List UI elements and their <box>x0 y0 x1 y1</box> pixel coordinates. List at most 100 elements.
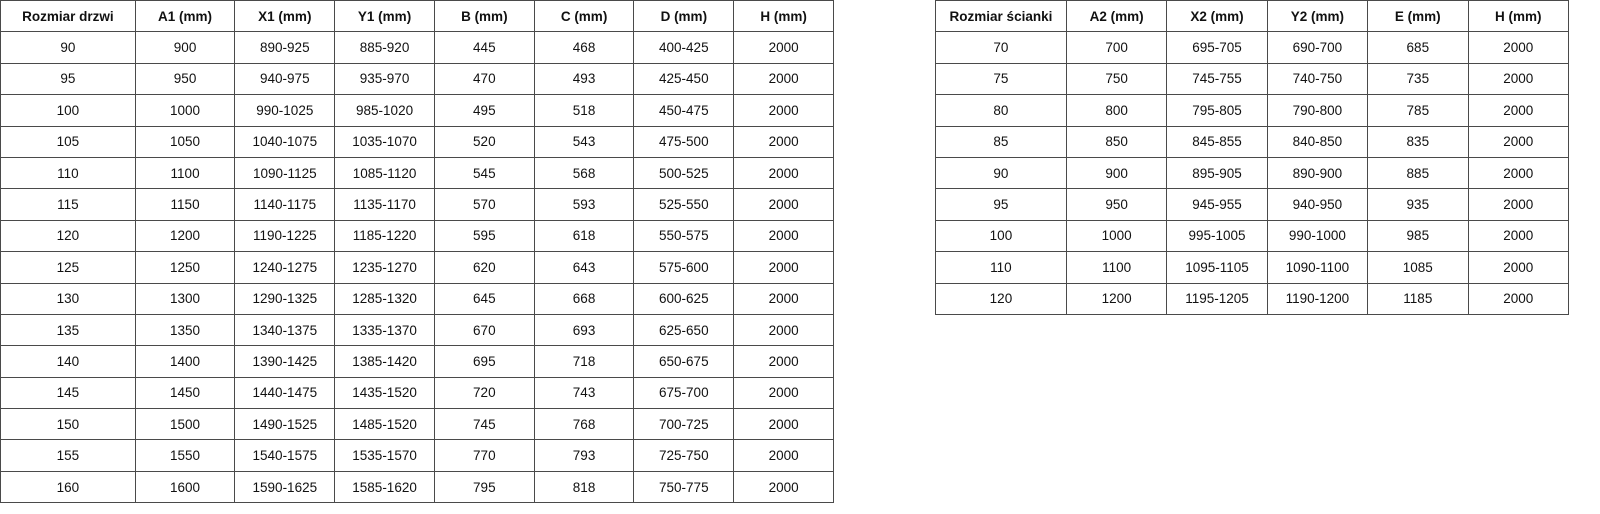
table-row: 90 900 895-905 890-900 885 2000 <box>935 156 1570 190</box>
table-cell: 740-750 <box>1266 62 1369 96</box>
table-cell: 793 <box>533 439 635 472</box>
table-cell: 795 <box>433 470 535 504</box>
table-cell: 115 <box>0 188 136 221</box>
table-cell: 2000 <box>733 251 834 284</box>
table-cell: 2000 <box>733 156 834 190</box>
table-cell: 1090-1125 <box>234 156 336 190</box>
table-cell: 135 <box>0 313 136 347</box>
table-cell: 745 <box>433 408 535 441</box>
table-cell: 1250 <box>134 251 236 284</box>
table-cell: 718 <box>533 345 635 378</box>
table-cell: 1490-1525 <box>234 408 336 441</box>
table-cell: 750-775 <box>633 470 735 504</box>
table-cell: 425-450 <box>633 62 735 96</box>
table-cell: 1200 <box>1065 282 1168 315</box>
table-cell: 940-950 <box>1266 188 1369 221</box>
column-header: Rozmiar drzwi <box>0 0 136 33</box>
column-header: H (mm) <box>1467 0 1570 33</box>
table-cell: 1000 <box>134 94 236 127</box>
table-row: 90 900 890-925 885-920 445 468 400-425 2000 <box>0 31 834 64</box>
table-cell: 845-855 <box>1166 125 1268 158</box>
table-cell: 743 <box>533 376 635 410</box>
table-cell: 1050 <box>134 125 236 158</box>
table-cell: 2000 <box>733 408 834 441</box>
table-cell: 2000 <box>733 313 834 347</box>
table-cell: 75 <box>935 62 1067 96</box>
table-cell: 160 <box>0 470 136 504</box>
table-cell: 1450 <box>134 376 236 410</box>
table-row: 95 950 945-955 940-950 935 2000 <box>935 188 1570 221</box>
table-cell: 495 <box>433 94 535 127</box>
table-cell: 125 <box>0 251 136 284</box>
column-header: X1 (mm) <box>234 0 336 33</box>
table-cell: 890-925 <box>234 31 336 64</box>
table-row: 150 1500 1490-1525 1485-1520 745 768 700-725 20… <box>0 408 834 441</box>
table-cell: 1585-1620 <box>334 470 435 504</box>
table-cell: 695 <box>433 345 535 378</box>
table-cell: 2000 <box>733 125 834 158</box>
table-cell: 735 <box>1367 62 1469 96</box>
table-cell: 575-600 <box>633 251 735 284</box>
table-row: 160 1600 1590-1625 1585-1620 795 818 750-775 20… <box>0 470 834 504</box>
table-cell: 768 <box>533 408 635 441</box>
table-cell: 145 <box>0 376 136 410</box>
table-row: 125 1250 1240-1275 1235-1270 620 643 575-600 20… <box>0 251 834 284</box>
table-row: 135 1350 1340-1375 1335-1370 670 693 625-650 20… <box>0 313 834 347</box>
table-cell: 990-1000 <box>1266 219 1369 253</box>
table-cell: 725-750 <box>633 439 735 472</box>
table-cell: 900 <box>1065 156 1168 190</box>
table-cell: 1100 <box>1065 251 1168 284</box>
table-cell: 1190-1200 <box>1266 282 1369 315</box>
table-cell: 1085-1120 <box>334 156 435 190</box>
table-cell: 835 <box>1367 125 1469 158</box>
table-cell: 890-900 <box>1266 156 1369 190</box>
column-header: X2 (mm) <box>1166 0 1268 33</box>
table-cell: 1140-1175 <box>234 188 336 221</box>
table-cell: 550-575 <box>633 219 735 253</box>
table-row: 130 1300 1290-1325 1285-1320 645 668 600-625 20… <box>0 282 834 315</box>
table-cell: 2000 <box>1467 94 1570 127</box>
table-cell: 1400 <box>134 345 236 378</box>
table-cell: 818 <box>533 470 635 504</box>
table-row: 80 800 795-805 790-800 785 2000 <box>935 94 1570 127</box>
table-cell: 445 <box>433 31 535 64</box>
table-row: 85 850 845-855 840-850 835 2000 <box>935 125 1570 158</box>
table-cell: 985 <box>1367 219 1469 253</box>
table-cell: 700-725 <box>633 408 735 441</box>
table-cell: 1195-1205 <box>1166 282 1268 315</box>
table-cell: 600-625 <box>633 282 735 315</box>
table-cell: 155 <box>0 439 136 472</box>
table-row: 110 1100 1090-1125 1085-1120 545 568 500-525 20… <box>0 156 834 190</box>
table-cell: 518 <box>533 94 635 127</box>
table-cell: 2000 <box>1467 156 1570 190</box>
table-cell: 2000 <box>733 439 834 472</box>
table-cell: 985-1020 <box>334 94 435 127</box>
table-cell: 450-475 <box>633 94 735 127</box>
table-cell: 70 <box>935 31 1067 64</box>
column-header: B (mm) <box>433 0 535 33</box>
table-cell: 120 <box>0 219 136 253</box>
table-cell: 1095-1105 <box>1166 251 1268 284</box>
table-cell: 2000 <box>1467 282 1570 315</box>
table-cell: 2000 <box>733 470 834 504</box>
table-cell: 795-805 <box>1166 94 1268 127</box>
table-cell: 935 <box>1367 188 1469 221</box>
table-cell: 593 <box>533 188 635 221</box>
table-cell: 690-700 <box>1266 31 1369 64</box>
table-cell: 1185 <box>1367 282 1469 315</box>
table-cell: 120 <box>935 282 1067 315</box>
table-cell: 618 <box>533 219 635 253</box>
table-cell: 110 <box>935 251 1067 284</box>
table-cell: 2000 <box>1467 188 1570 221</box>
table-cell: 1150 <box>134 188 236 221</box>
table-row: 70 700 695-705 690-700 685 2000 <box>935 31 1570 64</box>
table-row: 120 1200 1195-1205 1190-1200 1185 2000 <box>935 282 1570 315</box>
column-header: Y2 (mm) <box>1266 0 1369 33</box>
table-row: 100 1000 995-1005 990-1000 985 2000 <box>935 219 1570 253</box>
table-cell: 720 <box>433 376 535 410</box>
table-cell: 950 <box>134 62 236 96</box>
table-cell: 2000 <box>1467 125 1570 158</box>
table-cell: 675-700 <box>633 376 735 410</box>
table-cell: 2000 <box>733 31 834 64</box>
table-cell: 1390-1425 <box>234 345 336 378</box>
